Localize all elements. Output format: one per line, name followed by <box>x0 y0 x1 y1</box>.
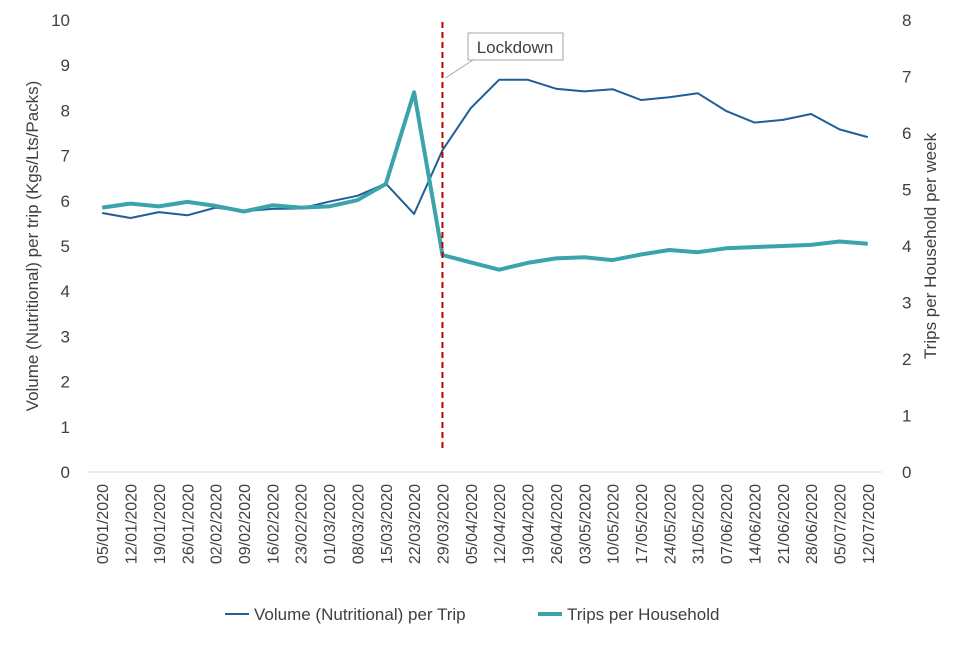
y-left-tick-label: 5 <box>61 237 70 256</box>
x-tick-label: 22/03/2020 <box>407 484 424 564</box>
x-tick-label: 03/05/2020 <box>577 484 594 564</box>
x-tick-label: 05/07/2020 <box>832 484 849 564</box>
y-axis-left-label: Volume (Nutritional) per trip (Kgs/Lts/P… <box>23 81 42 412</box>
x-tick-label: 17/05/2020 <box>634 484 651 564</box>
x-tick-label: 14/06/2020 <box>747 484 764 564</box>
x-tick-label: 29/03/2020 <box>435 484 452 564</box>
x-tick-label: 01/03/2020 <box>322 484 339 564</box>
y-right-tick-label: 0 <box>902 463 911 482</box>
x-tick-label: 12/07/2020 <box>861 484 878 564</box>
legend-label-trips: Trips per Household <box>567 605 719 624</box>
x-tick-label: 08/03/2020 <box>350 484 367 564</box>
legend: Volume (Nutritional) per Trip Trips per … <box>225 605 719 624</box>
x-tick-label: 26/01/2020 <box>180 484 197 564</box>
y-right-tick-label: 5 <box>902 181 911 200</box>
y-left-tick-label: 1 <box>61 418 70 437</box>
y-right-tick-label: 6 <box>902 124 911 143</box>
y-left-tick-label: 0 <box>61 463 70 482</box>
y-left-tick-label: 6 <box>61 192 70 211</box>
annotation-box <box>467 32 564 61</box>
x-tick-label: 16/02/2020 <box>265 484 282 564</box>
x-tick-label: 31/05/2020 <box>691 484 708 564</box>
x-tick-label: 21/06/2020 <box>776 484 793 564</box>
y-left-tick-label: 3 <box>61 327 70 346</box>
x-tick-label: 23/02/2020 <box>294 484 311 564</box>
y-right-tick-label: 2 <box>902 350 911 369</box>
x-tick-label: 02/02/2020 <box>209 484 226 564</box>
x-tick-label: 19/01/2020 <box>152 484 169 564</box>
x-tick-label: 26/04/2020 <box>549 484 566 564</box>
x-tick-label: 19/04/2020 <box>521 484 538 564</box>
y-right-tick-label: 8 <box>902 11 911 30</box>
x-tick-label: 12/01/2020 <box>124 484 141 564</box>
y-left-tick-label: 8 <box>61 101 70 120</box>
y-left-tick-label: 9 <box>61 56 70 75</box>
y-right-tick-label: 7 <box>902 68 911 87</box>
x-tick-label: 10/05/2020 <box>606 484 623 564</box>
x-tick-label: 15/03/2020 <box>379 484 396 564</box>
series-line-trips-per-household <box>101 90 868 272</box>
x-tick-label: 05/04/2020 <box>464 484 481 564</box>
y-left-tick-label: 10 <box>51 11 70 30</box>
series-line-volume-per-trip <box>102 78 869 219</box>
annotation-label-lockdown: Lockdown <box>477 38 554 57</box>
x-tick-label: 07/06/2020 <box>719 484 736 564</box>
x-tick-label: 24/05/2020 <box>662 484 679 564</box>
y-left-tick-label: 4 <box>61 282 70 301</box>
y-left-tick-label: 2 <box>61 373 70 392</box>
x-tick-label: 09/02/2020 <box>237 484 254 564</box>
x-tick-label: 12/04/2020 <box>492 484 509 564</box>
y-axis-right-label: Trips per Household per week <box>921 132 940 359</box>
x-tick-label: 05/01/2020 <box>95 484 112 564</box>
legend-label-volume: Volume (Nutritional) per Trip <box>254 605 466 624</box>
y-left-tick-label: 7 <box>61 147 70 166</box>
annotation-leader-line <box>445 57 477 79</box>
y-right-tick-label: 3 <box>902 294 911 313</box>
y-right-tick-label: 1 <box>902 407 911 426</box>
y-right-tick-label: 4 <box>902 237 911 256</box>
x-tick-label: 28/06/2020 <box>804 484 821 564</box>
